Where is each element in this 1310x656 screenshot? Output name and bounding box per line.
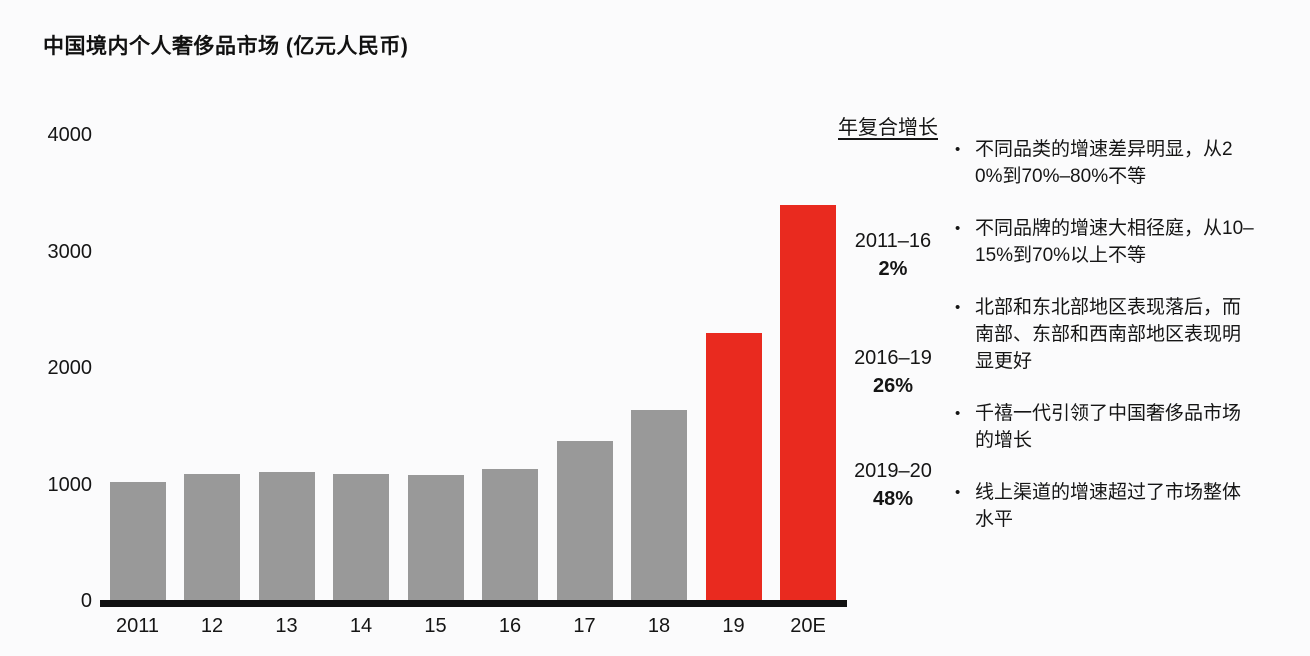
insights-list: • 不同品类的增速差异明显，从20%到70%–80%不等 • 不同品牌的增速大相径庭，… [955,136,1255,533]
y-tick-label: 1000 [47,473,93,496]
bullet-icon: • [955,484,961,501]
cagr-value: 2% [878,258,908,280]
cagr-entry: 2016–19 26% [836,344,950,400]
page-title: 中国境内个人奢侈品市场 (亿元人民币) [43,35,409,58]
cagr-entry: 2019–20 48% [836,457,950,513]
x-axis-line [100,600,847,607]
cagr-period: 2019–20 [854,460,932,482]
y-tick-label: 0 [80,590,92,612]
bar-15 [407,475,464,601]
bar-19 [705,333,762,601]
x-tick-label: 18 [647,615,671,637]
x-tick-label: 20E [790,615,826,637]
cagr-entry: 2011–16 2% [836,227,950,283]
bullet-text: 北部和东北部地区表现落后，而南部、东部和西南部地区表现明显更好 [975,297,1242,372]
bar-20E [780,204,836,601]
x-tick-label: 15 [424,615,447,637]
bullet-text: 不同品牌的增速大相径庭，从10–15%到70%以上不等 [975,218,1254,266]
bar-17 [556,441,613,601]
x-tick-label: 2011 [115,615,159,637]
y-tick-label: 3000 [47,240,93,263]
bullet-text: 线上渠道的增速超过了市场整体水平 [975,482,1242,530]
list-item: • 北部和东北部地区表现落后，而南部、东部和西南部地区表现明显更好 [955,294,1255,375]
cagr-header: 年复合增长 [838,117,938,139]
plot-area [100,135,847,601]
bullet-icon: • [955,299,961,316]
bar-18 [631,409,687,601]
list-item: • 线上渠道的增速超过了市场整体水平 [955,479,1255,533]
bullet-icon: • [955,141,961,158]
cagr-period: 2011–16 [854,230,932,252]
y-tick-label: 2000 [47,357,93,379]
list-item: • 千禧一代引领了中国奢侈品市场的增长 [955,400,1255,454]
bullet-text: 不同品类的增速差异明显，从20%到70%–80%不等 [975,139,1233,187]
bar-2011 [109,482,166,601]
bullet-icon: • [955,220,961,237]
x-tick-label: 17 [573,615,596,637]
bar-16 [482,469,538,601]
x-tick-label: 16 [498,615,522,637]
cagr-period: 2016–19 [854,347,932,369]
cagr-value: 48% [872,488,914,510]
bar-13 [258,471,315,601]
bar-12 [184,474,240,601]
x-tick-label: 19 [722,615,745,637]
list-item: • 不同品牌的增速大相径庭，从10–15%到70%以上不等 [955,215,1255,269]
x-tick-label: 12 [200,615,224,637]
bullet-text: 千禧一代引领了中国奢侈品市场的增长 [975,403,1242,451]
x-tick-label: 14 [349,615,373,637]
cagr-value: 26% [872,375,914,397]
y-tick-label: 4000 [47,124,93,146]
list-item: • 不同品类的增速差异明显，从20%到70%–80%不等 [955,136,1255,190]
bullet-icon: • [955,405,961,422]
bar-14 [333,474,389,601]
x-tick-label: 13 [275,615,298,637]
